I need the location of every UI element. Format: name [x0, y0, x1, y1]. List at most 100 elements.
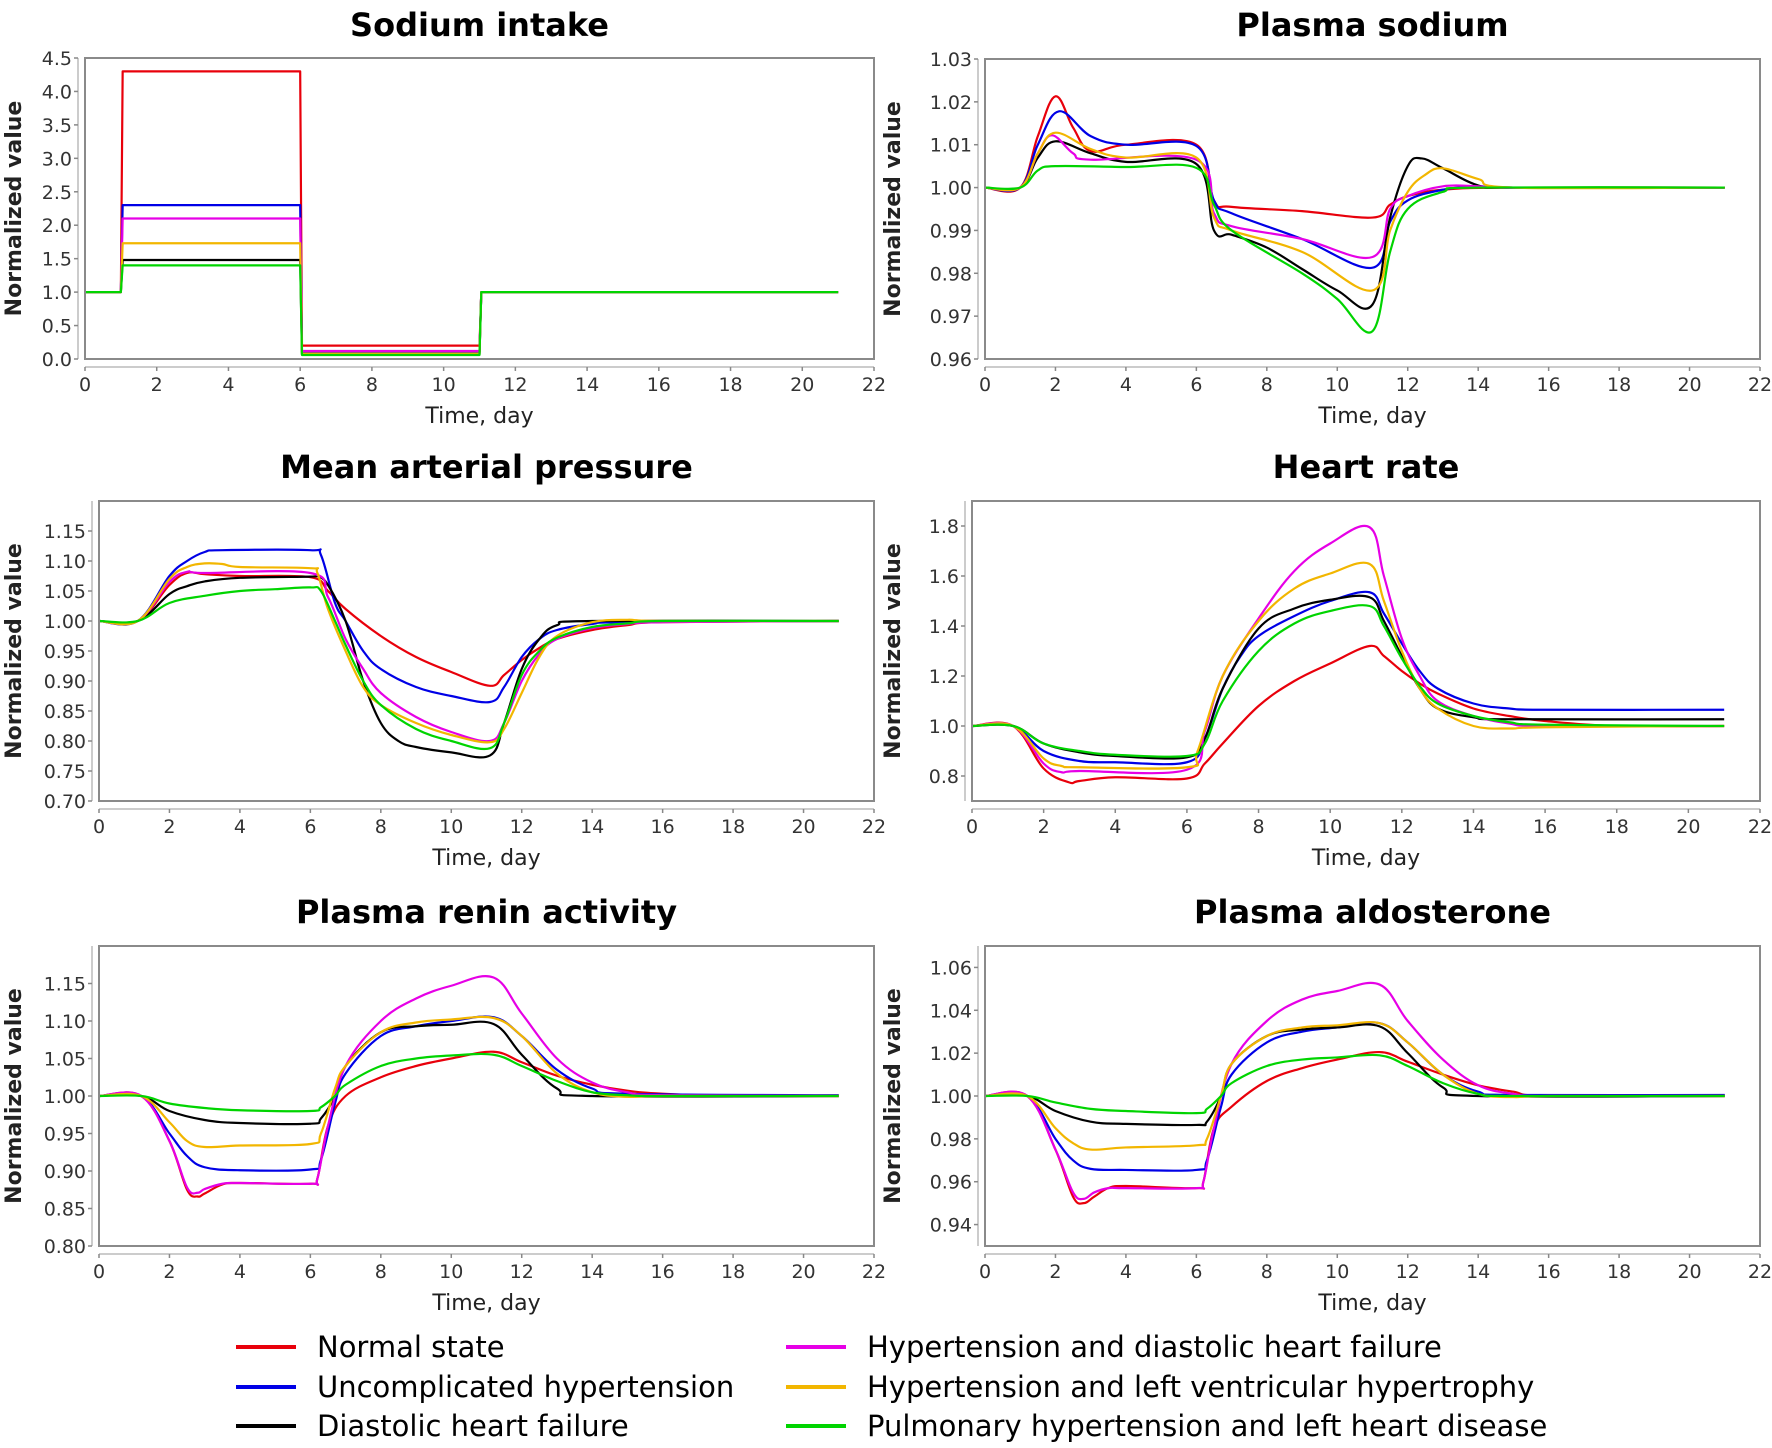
legend-label: Hypertension and left ventricular hypert…	[867, 1370, 1535, 1404]
y-axis: 0.80 0.85 0.90 0.95 1.00 1.05 1.10 1.15	[44, 946, 93, 1258]
y-tick-label: 0.85	[44, 701, 86, 723]
x-tick-label: 16	[647, 374, 671, 396]
legend-swatch	[786, 1345, 846, 1349]
x-tick-label: 14	[575, 374, 599, 396]
y-tick-label: 1.10	[44, 551, 86, 573]
y-tick-label: 0.95	[44, 1124, 86, 1146]
x-tick-label: 2	[1038, 816, 1050, 838]
x-tick-label: 22	[1748, 1261, 1772, 1283]
legend-item-hypertension-diastolic-hf: Hypertension and diastolic heart failure	[786, 1329, 1442, 1365]
series-line-uncomplicated-hypertension	[100, 548, 839, 704]
chart-plasma-sodium: Plasma sodium 0.96 0.97 0.98 0.99 1.00 1.01 1.0…	[881, 6, 1772, 429]
chart-title: Plasma renin activity	[296, 893, 677, 931]
x-tick-label: 22	[862, 374, 886, 396]
y-tick-label: 1.02	[930, 92, 972, 114]
x-axis: 0 2 4 6 8 10 12 14 16 18 20 22	[979, 1253, 1772, 1283]
x-tick-label: 20	[790, 374, 814, 396]
y-tick-label: 1.0	[42, 282, 72, 304]
x-tick-label: 18	[721, 1261, 745, 1283]
x-tick-label: 8	[375, 1261, 387, 1283]
x-tick-label: 20	[1677, 1261, 1701, 1283]
y-tick-label: 3.5	[42, 115, 72, 137]
y-axis: 0.0 0.5 1.0 1.5 2.0 2.5 3.0 3.5 4.0 4.5	[42, 48, 79, 371]
legend-label: Hypertension and diastolic heart failure	[867, 1330, 1442, 1364]
y-tick-label: 2.5	[42, 182, 72, 204]
y-axis-label: Normalized value	[2, 101, 27, 317]
legend-item-uncomplicated-hypertension: Uncomplicated hypertension	[236, 1369, 734, 1405]
x-tick-label: 12	[510, 1261, 534, 1283]
plot-frame	[984, 58, 1761, 360]
x-tick-label: 8	[1252, 816, 1264, 838]
x-tick-label: 0	[979, 374, 991, 396]
x-tick-label: 2	[1049, 1261, 1061, 1283]
plot-frame	[971, 500, 1761, 802]
x-axis-label: Time, day	[1311, 846, 1420, 871]
x-tick-label: 16	[651, 1261, 675, 1283]
y-tick-label: 1.00	[44, 611, 86, 633]
series-group	[973, 524, 1725, 785]
series-line-normal-state	[973, 644, 1725, 785]
x-tick-label: 16	[651, 816, 675, 838]
y-axis-label: Normalized value	[881, 543, 906, 759]
x-tick-label: 12	[503, 374, 527, 396]
x-tick-label: 4	[1109, 816, 1121, 838]
y-tick-label: 1.8	[929, 516, 959, 538]
y-tick-label: 1.02	[930, 1043, 972, 1065]
series-line-hypertension-and-diastolic-heart-failure	[986, 981, 1725, 1201]
x-tick-label: 10	[1318, 816, 1342, 838]
y-tick-label: 0.96	[930, 349, 972, 371]
y-tick-label: 0.80	[44, 731, 86, 753]
x-tick-label: 6	[294, 374, 306, 396]
x-tick-label: 22	[862, 1261, 886, 1283]
series-group	[100, 975, 839, 1198]
y-tick-label: 1.4	[929, 616, 959, 638]
series-group	[986, 95, 1725, 334]
y-tick-label: 1.05	[44, 581, 86, 603]
chart-plasma-aldosterone: Plasma aldosterone 0.94 0.96 0.98 1.00 1.02 1.…	[881, 893, 1772, 1316]
series-line-pulmonary-hypertension-and-left-heart-disease	[986, 163, 1725, 334]
y-axis-label: Normalized value	[2, 988, 27, 1204]
y-tick-label: 0.8	[929, 766, 959, 788]
series-line-uncomplicated-hypertension	[973, 590, 1725, 766]
x-tick-label: 18	[1607, 374, 1631, 396]
y-tick-label: 0.98	[930, 263, 972, 285]
x-tick-label: 0	[79, 374, 91, 396]
y-tick-label: 0.97	[930, 306, 972, 328]
y-tick-label: 0.80	[44, 1236, 86, 1258]
x-tick-label: 20	[791, 816, 815, 838]
series-line-hypertension-and-diastolic-heart-failure	[100, 975, 839, 1195]
x-axis: 0 2 4 6 8 10 12 14 16 18 20 22	[79, 366, 886, 396]
x-tick-label: 2	[163, 816, 175, 838]
legend-item-diastolic-heart-failure: Diastolic heart failure	[236, 1408, 629, 1444]
legend-swatch	[236, 1424, 296, 1428]
x-tick-label: 4	[1120, 1261, 1132, 1283]
x-tick-label: 16	[1537, 1261, 1561, 1283]
x-tick-label: 6	[1181, 816, 1193, 838]
y-tick-label: 1.01	[930, 135, 972, 157]
y-tick-label: 1.2	[929, 666, 959, 688]
y-tick-label: 0.90	[44, 1161, 86, 1183]
legend-swatch	[236, 1385, 296, 1389]
legend-label: Diastolic heart failure	[317, 1409, 629, 1443]
x-tick-label: 20	[791, 1261, 815, 1283]
legend-item-normal-state: Normal state	[236, 1329, 505, 1365]
series-line-pulmonary-hypertension-and-left-heart-disease	[986, 1053, 1725, 1115]
y-tick-label: 1.03	[930, 49, 972, 71]
series-line-hypertension-and-left-ventricular-hypertrophy	[973, 561, 1725, 770]
y-tick-label: 0.75	[44, 761, 86, 783]
x-axis: 0 2 4 6 8 10 12 14 16 18 20 22	[979, 366, 1772, 396]
x-tick-label: 18	[1607, 1261, 1631, 1283]
series-line-diastolic-heart-failure	[100, 574, 839, 759]
x-tick-label: 6	[1190, 374, 1202, 396]
x-axis-label: Time, day	[424, 404, 533, 429]
y-tick-label: 0.85	[44, 1199, 86, 1221]
x-tick-label: 12	[1390, 816, 1414, 838]
y-axis: 0.8 1.0 1.2 1.4 1.6 1.8	[929, 501, 966, 801]
chart-title: Heart rate	[1273, 448, 1460, 486]
y-tick-label: 1.0	[929, 716, 959, 738]
x-tick-label: 14	[580, 816, 604, 838]
series-line-diastolic-heart-failure	[986, 140, 1725, 310]
series-group	[100, 548, 839, 759]
y-tick-label: 1.00	[930, 1086, 972, 1108]
x-tick-label: 22	[1748, 374, 1772, 396]
